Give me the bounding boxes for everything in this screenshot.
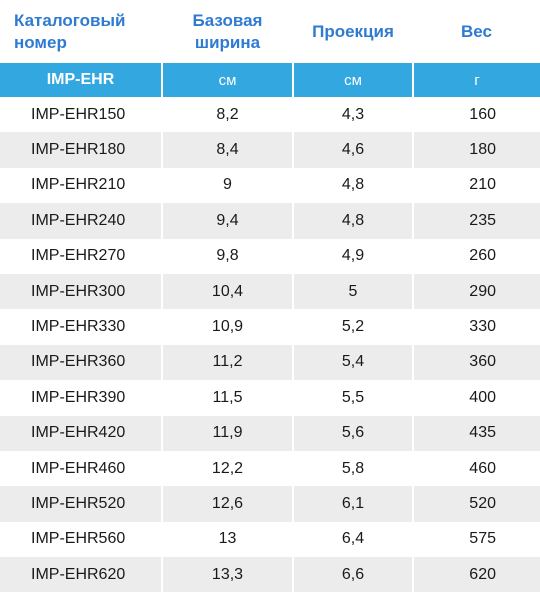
cell-model: IMP-EHR460 xyxy=(0,450,163,487)
cell-model: IMP-EHR210 xyxy=(0,167,163,204)
cell-model: IMP-EHR180 xyxy=(0,132,163,168)
cell-projection: 5,5 xyxy=(293,380,414,416)
cell-projection: 4,6 xyxy=(293,132,414,168)
cell-weight: 360 xyxy=(413,344,540,381)
table-row: IMP-EHR270 9,8 4,9 260 xyxy=(0,238,540,274)
table-row: IMP-EHR330 10,9 5,2 330 xyxy=(0,309,540,345)
cell-base-width: 11,9 xyxy=(162,415,294,451)
cell-projection: 6,6 xyxy=(293,557,414,592)
table-row: IMP-EHR300 10,4 5 290 xyxy=(0,273,540,310)
cell-base-width: 13,3 xyxy=(162,557,294,592)
cell-projection: 6,4 xyxy=(293,521,414,558)
cell-projection: 6,1 xyxy=(293,486,414,522)
cell-base-width: 13 xyxy=(162,521,294,558)
unit-row: IMP-EHR см см г xyxy=(0,63,540,97)
table-row: IMP-EHR460 12,2 5,8 460 xyxy=(0,450,540,487)
cell-model: IMP-EHR240 xyxy=(0,203,163,239)
cell-projection: 5,6 xyxy=(293,415,414,451)
cell-weight: 330 xyxy=(413,309,540,345)
cell-weight: 575 xyxy=(413,521,540,558)
table-row: IMP-EHR210 9 4,8 210 xyxy=(0,167,540,204)
table-row: IMP-EHR420 11,9 5,6 435 xyxy=(0,415,540,451)
cell-base-width: 9 xyxy=(162,167,294,204)
table-row: IMP-EHR360 11,2 5,4 360 xyxy=(0,344,540,381)
cell-model: IMP-EHR420 xyxy=(0,415,163,451)
unit-model: IMP-EHR xyxy=(0,63,163,97)
cell-weight: 160 xyxy=(413,97,540,133)
cell-projection: 5,4 xyxy=(293,344,414,381)
cell-model: IMP-EHR390 xyxy=(0,380,163,416)
header-width-line2: ширина xyxy=(194,32,261,52)
header-row: Каталоговый номер Базовая ширина Проекци… xyxy=(0,0,540,63)
table-row: IMP-EHR240 9,4 4,8 235 xyxy=(0,203,540,239)
table-row: IMP-EHR150 8,2 4,3 160 xyxy=(0,97,540,133)
cell-base-width: 9,4 xyxy=(162,203,294,239)
table-row: IMP-EHR180 8,4 4,6 180 xyxy=(0,132,540,168)
cell-weight: 290 xyxy=(413,273,540,310)
cell-projection: 5,8 xyxy=(293,450,414,487)
cell-projection: 4,8 xyxy=(293,203,414,239)
cell-model: IMP-EHR330 xyxy=(0,309,163,345)
cell-projection: 5,2 xyxy=(293,309,414,345)
cell-projection: 4,8 xyxy=(293,167,414,204)
cell-model: IMP-EHR520 xyxy=(0,486,163,522)
table-row: IMP-EHR560 13 6,4 575 xyxy=(0,521,540,558)
cell-base-width: 12,2 xyxy=(162,450,294,487)
cell-weight: 210 xyxy=(413,167,540,204)
table-row: IMP-EHR520 12,6 6,1 520 xyxy=(0,486,540,522)
cell-model: IMP-EHR560 xyxy=(0,521,163,558)
cell-base-width: 10,9 xyxy=(162,309,294,345)
cell-weight: 520 xyxy=(413,486,540,522)
header-width-line1: Базовая xyxy=(192,10,263,30)
unit-projection: см xyxy=(293,63,414,97)
cell-projection: 4,9 xyxy=(293,238,414,274)
header-base-width: Базовая ширина xyxy=(162,0,293,63)
cell-base-width: 11,5 xyxy=(162,380,294,416)
cell-base-width: 10,4 xyxy=(162,273,294,310)
cell-base-width: 8,4 xyxy=(162,132,294,168)
header-catalog-line1: Каталоговый xyxy=(14,10,126,30)
cell-model: IMP-EHR360 xyxy=(0,344,163,381)
cell-weight: 435 xyxy=(413,415,540,451)
cell-model: IMP-EHR300 xyxy=(0,273,163,310)
cell-projection: 4,3 xyxy=(293,97,414,133)
cell-weight: 460 xyxy=(413,450,540,487)
header-catalog-number: Каталоговый номер xyxy=(0,0,162,63)
cell-projection: 5 xyxy=(293,273,414,310)
cell-weight: 180 xyxy=(413,132,540,168)
cell-model: IMP-EHR150 xyxy=(0,97,163,133)
header-projection: Проекция xyxy=(293,0,413,63)
cell-weight: 620 xyxy=(413,557,540,592)
unit-width: см xyxy=(162,63,294,97)
cell-base-width: 11,2 xyxy=(162,344,294,381)
cell-weight: 260 xyxy=(413,238,540,274)
cell-base-width: 9,8 xyxy=(162,238,294,274)
table-row: IMP-EHR390 11,5 5,5 400 xyxy=(0,380,540,416)
cell-base-width: 8,2 xyxy=(162,97,294,133)
cell-base-width: 12,6 xyxy=(162,486,294,522)
header-weight: Вес xyxy=(413,0,540,63)
table-row: IMP-EHR620 13,3 6,6 620 xyxy=(0,557,540,592)
cell-weight: 235 xyxy=(413,203,540,239)
header-catalog-line2: номер xyxy=(14,32,67,52)
unit-weight: г xyxy=(413,63,540,97)
cell-weight: 400 xyxy=(413,380,540,416)
cell-model: IMP-EHR270 xyxy=(0,238,163,274)
cell-model: IMP-EHR620 xyxy=(0,557,163,592)
